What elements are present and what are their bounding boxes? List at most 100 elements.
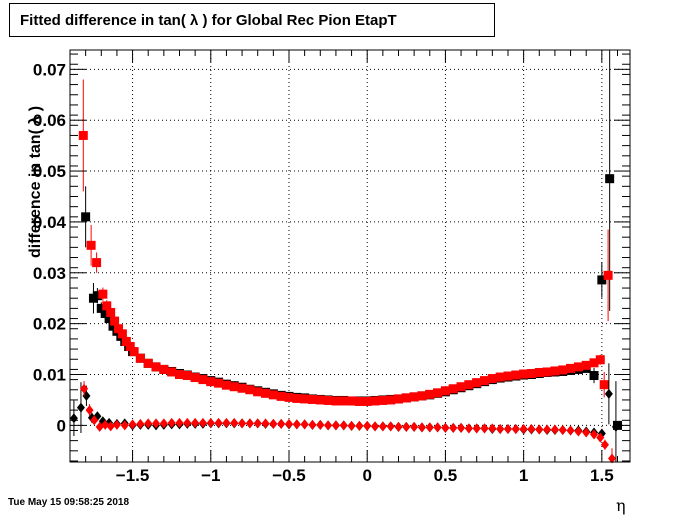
data-point-diamond — [596, 432, 605, 443]
data-point-diamond — [191, 417, 200, 428]
data-point-diamond — [558, 424, 567, 435]
data-point-diamond — [331, 420, 340, 431]
data-point-square — [92, 291, 102, 301]
data-point-diamond — [120, 420, 129, 431]
data-point-diamond — [69, 413, 78, 424]
data-point-square — [597, 275, 607, 285]
data-point-square — [151, 362, 161, 372]
data-point-diamond — [394, 421, 403, 432]
data-point-diamond — [496, 423, 505, 434]
data-point-square — [603, 270, 613, 280]
data-point-diamond — [112, 419, 121, 430]
data-point-square — [174, 370, 184, 380]
data-point-square — [495, 372, 505, 382]
data-point-diamond — [101, 419, 110, 430]
data-point-square — [456, 382, 466, 392]
data-point-square — [106, 307, 116, 317]
data-point-diamond — [535, 424, 544, 435]
data-point-square — [378, 395, 388, 405]
data-point-square — [542, 367, 552, 377]
data-point-square — [159, 364, 169, 374]
y-tick-label: 0.02 — [33, 315, 66, 334]
y-tick-label: 0.03 — [33, 264, 66, 283]
data-point-diamond — [604, 388, 613, 399]
data-point-square — [214, 378, 224, 388]
data-point-diamond — [80, 383, 89, 394]
x-tick-label: −1.5 — [116, 466, 150, 485]
data-point-diamond — [245, 418, 254, 429]
data-point-square — [104, 314, 114, 324]
y-tick-label: 0.01 — [33, 366, 66, 385]
y-tick-label: 0.07 — [33, 60, 66, 79]
data-point-square — [393, 394, 403, 404]
data-point-square — [370, 396, 380, 406]
data-point-diamond — [574, 426, 583, 437]
data-point-square — [276, 391, 286, 401]
data-point-diamond — [159, 418, 168, 429]
data-point-square — [480, 376, 490, 386]
data-point-square — [221, 380, 231, 390]
data-point-square — [362, 396, 372, 406]
data-point-square — [503, 371, 513, 381]
data-point-diamond — [550, 424, 559, 435]
x-tick-label: −1 — [201, 466, 220, 485]
data-point-diamond — [183, 417, 192, 428]
data-point-square — [78, 130, 88, 140]
axis-ticks — [69, 50, 630, 462]
data-series — [69, 363, 620, 462]
data-point-square — [409, 392, 419, 402]
data-point-square — [354, 396, 364, 406]
data-point-diamond — [167, 417, 176, 428]
data-point-diamond — [85, 405, 94, 416]
data-points — [69, 50, 622, 464]
y-tick-label: 0 — [57, 416, 66, 435]
data-point-diamond — [300, 419, 309, 430]
data-point-square — [511, 370, 521, 380]
data-point-diamond — [144, 418, 153, 429]
data-point-diamond — [339, 420, 348, 431]
x-axis-label: η — [616, 496, 626, 515]
data-point-square — [417, 391, 427, 401]
data-point-diamond — [324, 420, 333, 431]
data-point-diamond — [371, 421, 380, 432]
data-point-diamond — [488, 423, 497, 434]
data-point-square — [581, 360, 591, 370]
data-point-diamond — [433, 422, 442, 433]
data-point-square — [198, 375, 208, 385]
data-point-square — [595, 355, 605, 365]
data-point-square — [300, 394, 310, 404]
data-point-square — [121, 336, 131, 346]
data-point-diamond — [284, 418, 293, 429]
data-point-diamond — [417, 422, 426, 433]
data-point-square — [229, 382, 239, 392]
data-point-diamond — [608, 453, 617, 464]
data-point-diamond — [355, 420, 364, 431]
data-point-diamond — [152, 418, 161, 429]
data-point-diamond — [198, 417, 207, 428]
y-tick-label: 0.04 — [33, 213, 67, 232]
data-point-diamond — [106, 421, 115, 432]
data-point-square — [102, 301, 112, 311]
x-tick-label: 0 — [362, 466, 371, 485]
data-point-diamond — [206, 417, 215, 428]
plot-frame — [69, 49, 631, 463]
data-point-square — [245, 385, 255, 395]
data-point-square — [135, 353, 145, 363]
chart-title: Fitted difference in tan( λ ) for Global… — [20, 12, 397, 29]
data-point-diamond — [316, 419, 325, 430]
data-point-diamond — [527, 423, 536, 434]
data-point-diamond — [253, 418, 262, 429]
data-point-square — [268, 390, 278, 400]
data-point-square — [206, 377, 216, 387]
data-point-square — [519, 369, 529, 379]
x-tick-label: −0.5 — [272, 466, 306, 485]
data-point-diamond — [611, 421, 620, 432]
data-point-square — [237, 383, 247, 393]
data-point-diamond — [480, 423, 489, 434]
data-point-diamond — [464, 423, 473, 434]
data-point-diamond — [292, 419, 301, 430]
data-point-square — [261, 388, 271, 398]
data-point-diamond — [222, 417, 231, 428]
data-point-diamond — [600, 439, 609, 450]
